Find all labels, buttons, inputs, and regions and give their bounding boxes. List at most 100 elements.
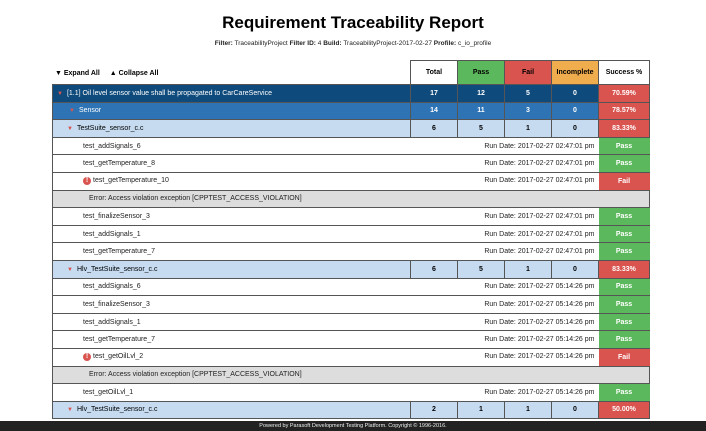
row-name-cell[interactable]: ▼ [1.1] Oil level sensor value shall be p…	[52, 84, 411, 103]
page-title: Requirement Traceability Report	[222, 13, 484, 32]
row-name: [1.1] Oil level sensor value shall be pr…	[66, 89, 273, 97]
row-name-cell[interactable]: ▼ TestSuite_sensor_c.c	[52, 119, 411, 138]
result-badge: Pass	[598, 224, 650, 244]
test-name: test_getTemperature_8	[83, 160, 155, 168]
collapse-triangle-icon[interactable]: ▼	[67, 125, 73, 132]
error-row: Error: Access violation exception [CPPTE…	[52, 365, 650, 385]
footer: Powered by Parasoft Development Testing …	[0, 421, 706, 431]
collapse-triangle-icon[interactable]: ▼	[67, 407, 73, 414]
table-header: Total Pass Fail Incomplete Success %	[53, 60, 650, 85]
run-date: Run Date: 2017-02-27 02:47:01 pm	[484, 177, 595, 185]
header-incomplete: Incomplete	[551, 60, 599, 85]
pass-cell: 1	[457, 400, 505, 420]
test-row: test_finalizeSensor_3 Run Date: 2017-02-2…	[52, 207, 650, 226]
test-name-cell: test_getOilLvl_1 Run Date: 2017-02-27 05:…	[52, 383, 599, 402]
error-icon: !	[83, 177, 91, 186]
row-name: TestSuite_sensor_c.c	[76, 124, 144, 132]
row-name-cell[interactable]: ▼ Hlv_TestSuite_sensor_c.c	[52, 400, 411, 420]
test-row: test_getTemperature_7 Run Date: 2017-02-2…	[52, 330, 650, 349]
test-name-cell: test_addSignals_6 Run Date: 2017-02-27 05…	[52, 277, 599, 297]
success-cell: 70.59%	[598, 84, 650, 103]
header-total: Total	[410, 60, 458, 85]
test-name-cell: ! test_getTemperature_10 Run Date: 2017-02…	[52, 171, 599, 191]
test-name: test_getTemperature_7	[83, 248, 155, 256]
row-name: Hlv_TestSuite_sensor_c.c	[76, 406, 158, 414]
incomplete-cell: 0	[551, 119, 599, 138]
test-row: test_getTemperature_8 Run Date: 2017-02-2…	[52, 154, 650, 173]
pass-cell: 12	[457, 84, 505, 103]
test-row: test_getTemperature_7 Run Date: 2017-02-2…	[52, 242, 650, 261]
total-cell: 17	[410, 84, 458, 103]
tree-controls: ▼ Expand All ▲ Collapse All	[55, 70, 166, 77]
result-badge: Pass	[598, 154, 650, 173]
header-fail: Fail	[504, 60, 552, 85]
total-cell: 6	[410, 119, 458, 138]
test-name: test_getOilLvl_2	[93, 353, 144, 361]
error-icon: !	[83, 353, 91, 362]
test-row: ! test_getOilLvl_2 Run Date: 2017-02-27 05…	[52, 347, 650, 367]
run-date: Run Date: 2017-02-27 05:14:26 pm	[484, 283, 595, 291]
pass-cell: 11	[457, 101, 505, 121]
req-row[interactable]: ▼ [1.1] Oil level sensor value shall be p…	[52, 84, 650, 103]
result-badge: Pass	[598, 277, 650, 297]
test-row: test_getOilLvl_1 Run Date: 2017-02-27 05:…	[52, 383, 650, 402]
success-cell: 78.57%	[598, 101, 650, 121]
collapse-triangle-icon[interactable]: ▼	[67, 266, 73, 273]
collapse-all-button[interactable]: ▲ Collapse All	[109, 70, 159, 77]
error-message: Error: Access violation exception [CPPTE…	[52, 365, 650, 385]
filter-id-value: 4	[317, 40, 322, 47]
run-date: Run Date: 2017-02-27 02:47:01 pm	[484, 160, 595, 168]
success-cell: 50.00%	[598, 400, 650, 420]
pass-cell: 5	[457, 259, 505, 279]
collapse-triangle-icon[interactable]: ▼	[57, 90, 63, 97]
build-value: TraceabilityProject-2017-02-27	[343, 40, 432, 47]
run-date: Run Date: 2017-02-27 02:47:01 pm	[484, 230, 595, 238]
profile-value: c_io_profile	[457, 40, 492, 47]
filter-value: TraceabilityProject	[234, 40, 288, 47]
grp-row[interactable]: ▼ Sensor 14 11 3 0 78.57%	[52, 101, 650, 121]
suite-row[interactable]: ▼ Hlv_TestSuite_sensor_c.c 2 1 1 0 50.00%	[52, 400, 650, 420]
run-date: Run Date: 2017-02-27 05:14:26 pm	[484, 300, 595, 308]
collapse-triangle-icon[interactable]: ▼	[69, 108, 75, 115]
incomplete-cell: 0	[551, 259, 599, 279]
run-date: Run Date: 2017-02-27 02:47:01 pm	[484, 142, 595, 150]
filter-label: Filter:	[214, 40, 233, 47]
test-name-cell: test_addSignals_1 Run Date: 2017-02-27 02…	[52, 224, 599, 244]
run-date: Run Date: 2017-02-27 05:14:26 pm	[484, 336, 595, 344]
test-row: test_addSignals_6 Run Date: 2017-02-27 02…	[52, 136, 650, 156]
row-name-cell[interactable]: ▼ Sensor	[52, 101, 411, 121]
test-name: test_finalizeSensor_3	[83, 300, 150, 308]
suite-row[interactable]: ▼ Hlv_TestSuite_sensor_c.c 6 5 1 0 83.33%	[52, 259, 650, 279]
suite-row[interactable]: ▼ TestSuite_sensor_c.c 6 5 1 0 83.33%	[52, 119, 650, 138]
profile-label: Profile:	[433, 40, 457, 47]
fail-cell: 1	[504, 119, 552, 138]
test-name: test_getOilLvl_1	[83, 388, 134, 396]
total-cell: 2	[410, 400, 458, 420]
incomplete-cell: 0	[551, 400, 599, 420]
result-badge: Pass	[598, 136, 650, 156]
run-date: Run Date: 2017-02-27 02:47:01 pm	[484, 248, 595, 256]
test-row: test_addSignals_1 Run Date: 2017-02-27 02…	[52, 224, 650, 244]
result-badge: Pass	[598, 295, 650, 314]
expand-all-button[interactable]: ▼ Expand All	[55, 70, 100, 77]
fail-cell: 1	[504, 400, 552, 420]
test-name-cell: test_getTemperature_7 Run Date: 2017-02-2…	[52, 242, 599, 261]
run-date: Run Date: 2017-02-27 05:14:26 pm	[484, 318, 595, 326]
row-name-cell[interactable]: ▼ Hlv_TestSuite_sensor_c.c	[52, 259, 411, 279]
incomplete-cell: 0	[551, 84, 599, 103]
result-badge: Pass	[598, 312, 650, 332]
row-name: Hlv_TestSuite_sensor_c.c	[76, 265, 158, 273]
run-date: Run Date: 2017-02-27 05:14:26 pm	[484, 353, 595, 361]
result-badge: Fail	[598, 171, 650, 191]
test-name-cell: test_addSignals_6 Run Date: 2017-02-27 02…	[52, 136, 599, 156]
test-name-cell: test_finalizeSensor_3 Run Date: 2017-02-2…	[52, 207, 599, 226]
header-success: Success %	[598, 60, 650, 85]
test-name: test_addSignals_1	[83, 318, 141, 326]
run-date: Run Date: 2017-02-27 05:14:26 pm	[484, 388, 595, 396]
run-date: Run Date: 2017-02-27 02:47:01 pm	[484, 212, 595, 220]
total-cell: 14	[410, 101, 458, 121]
test-name-cell: test_addSignals_1 Run Date: 2017-02-27 05…	[52, 312, 599, 332]
build-label: Build:	[323, 40, 342, 47]
incomplete-cell: 0	[551, 101, 599, 121]
test-name-cell: test_getTemperature_8 Run Date: 2017-02-2…	[52, 154, 599, 173]
